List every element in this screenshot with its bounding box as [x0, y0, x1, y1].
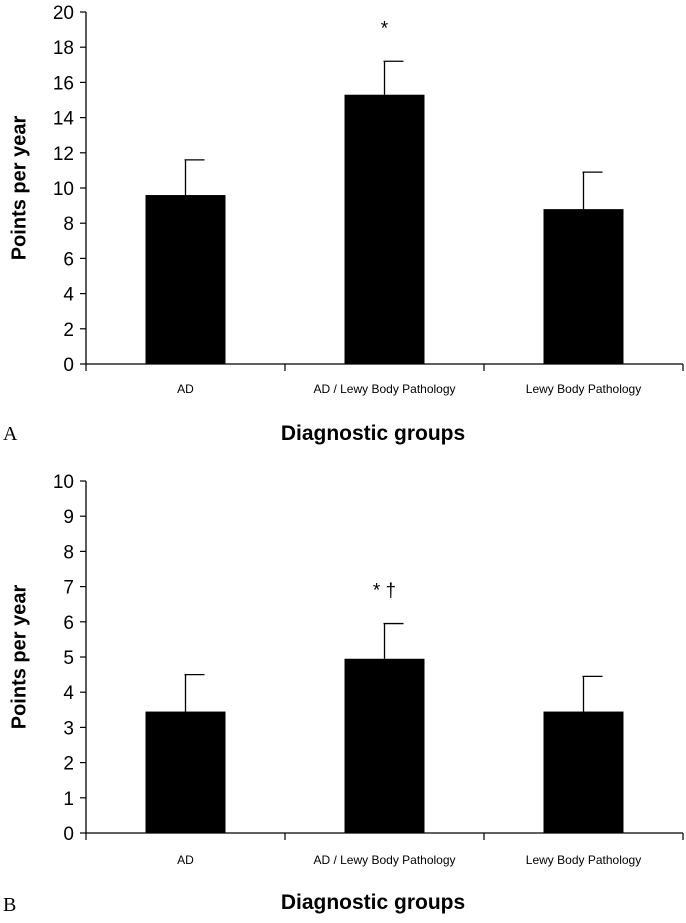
y-axis-title: Points per year	[8, 585, 30, 730]
y-tick-label: 4	[63, 285, 74, 306]
y-tick-label: 14	[53, 109, 75, 130]
bar	[145, 195, 226, 364]
y-tick-label: 0	[63, 824, 74, 845]
x-tick-label: Lewy Body Pathology	[526, 853, 641, 867]
y-tick-label: 6	[63, 249, 74, 270]
x-tick-label: AD / Lewy Body Pathology	[313, 853, 455, 867]
significance-marker: * †	[373, 581, 396, 602]
y-tick-label: 8	[63, 214, 74, 235]
y-tick-label: 16	[53, 73, 74, 94]
y-tick-label: 3	[63, 718, 74, 739]
x-axis-title: Diagnostic groups	[281, 891, 465, 914]
y-tick-label: 0	[63, 355, 74, 376]
panel-label: A	[3, 423, 18, 445]
y-tick-label: 6	[63, 613, 74, 634]
bar	[344, 658, 425, 833]
y-tick-label: 9	[63, 507, 74, 528]
x-tick-label: Lewy Body Pathology	[526, 382, 641, 396]
y-tick-label: 2	[63, 320, 74, 341]
bar	[543, 711, 624, 833]
x-tick-label: AD / Lewy Body Pathology	[313, 382, 455, 396]
y-tick-label: 5	[63, 648, 74, 669]
bar	[543, 209, 624, 364]
x-tick-label: AD	[177, 382, 194, 396]
bar	[145, 711, 226, 833]
y-tick-label: 7	[63, 578, 74, 599]
y-tick-label: 4	[63, 683, 74, 704]
y-tick-label: 18	[53, 38, 74, 59]
x-tick-label: AD	[177, 853, 194, 867]
y-tick-label: 10	[53, 472, 74, 493]
bar	[344, 94, 425, 364]
panel-label: B	[3, 894, 16, 916]
y-axis-title: Points per year	[8, 116, 30, 261]
y-tick-label: 20	[53, 3, 74, 24]
y-tick-label: 10	[53, 179, 74, 200]
y-tick-label: 2	[63, 754, 74, 775]
significance-marker: *	[381, 18, 389, 39]
y-tick-label: 8	[63, 542, 74, 563]
y-tick-label: 1	[63, 789, 74, 810]
x-axis-title: Diagnostic groups	[281, 422, 465, 445]
y-tick-label: 12	[53, 144, 74, 165]
